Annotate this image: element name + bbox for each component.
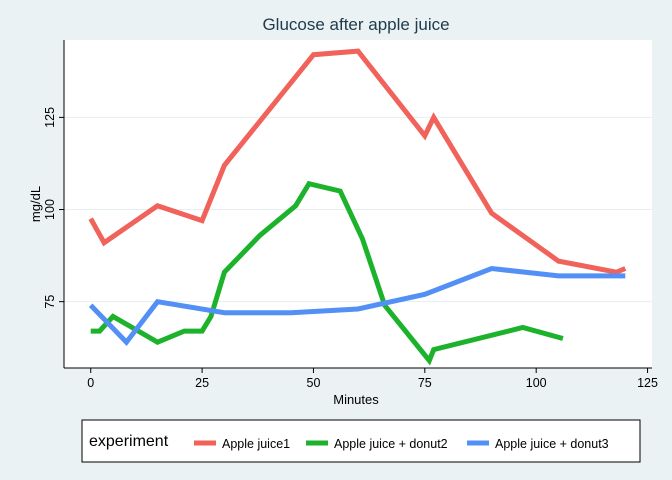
x-tick-label: 125 — [637, 376, 658, 390]
plot-area — [64, 40, 652, 368]
y-tick-label: 75 — [43, 295, 57, 309]
x-tick-label: 25 — [195, 376, 209, 390]
y-axis-label: mg/dL — [28, 186, 43, 222]
x-tick-label: 100 — [526, 376, 547, 390]
legend-label-1: Apple juice1 — [222, 437, 290, 451]
y-tick-label: 125 — [43, 107, 57, 128]
legend: experiment Apple juice1 Apple juice + don… — [81, 419, 641, 463]
legend-label-3: Apple juice + donut3 — [495, 437, 609, 451]
y-tick-label: 100 — [43, 199, 57, 220]
legend-title: experiment — [89, 433, 169, 450]
x-axis-label: Minutes — [333, 392, 379, 407]
x-tick-label: 0 — [87, 376, 94, 390]
series-line-2 — [90, 180, 564, 366]
x-tick-label: 75 — [418, 376, 432, 390]
series-line-1 — [88, 48, 627, 275]
legend-label-2: Apple juice + donut2 — [334, 437, 448, 451]
x-tick-label: 50 — [307, 376, 321, 390]
chart-title: Glucose after apple juice — [262, 15, 449, 34]
series-line-3 — [88, 265, 626, 347]
legend-box — [81, 419, 641, 463]
